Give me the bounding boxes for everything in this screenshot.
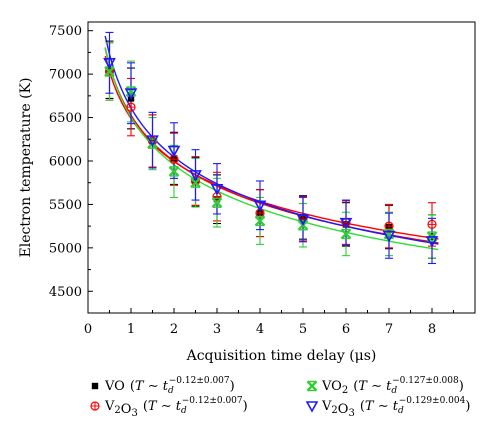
legend-marker	[91, 382, 99, 390]
error-bar	[105, 31, 114, 94]
legend-fit-formula: (T ∼ td−0.12±0.007)	[143, 396, 248, 416]
y-tick-label: 4500	[49, 285, 82, 300]
y-axis-label: Electron temperature (K)	[18, 78, 34, 258]
data-point-series-4	[189, 170, 202, 182]
plot-area	[103, 31, 439, 265]
legend-fit-formula: (T ∼ td−0.127±0.008)	[353, 376, 464, 396]
x-tick-label: 7	[385, 322, 393, 337]
y-tick-label: 5500	[49, 198, 82, 213]
data-point-series-3	[340, 228, 352, 240]
data-point-series-4	[124, 88, 138, 100]
legend-fit-formula: (T ∼ td−0.129±0.004)	[360, 396, 471, 416]
legend-label: V2O3	[104, 399, 138, 419]
x-axis-label: Acquisition time delay (μs)	[186, 348, 377, 364]
x-tick-label: 3	[213, 322, 221, 337]
data-point-series-2	[126, 102, 136, 112]
error-bar	[191, 149, 200, 201]
legend-marker	[305, 401, 319, 413]
legend-item-3: VO2 (T ∼ td−0.127±0.008)	[306, 376, 464, 396]
y-tick-label: 7000	[49, 68, 82, 83]
y-tick-label: 7500	[49, 24, 82, 39]
x-tick-label: 5	[299, 322, 307, 337]
data-point-series-3	[211, 197, 223, 209]
legend-label: V2O3	[321, 399, 355, 419]
fit-curve-3	[104, 47, 439, 251]
data-point-series-4	[339, 217, 353, 230]
error-bar	[170, 122, 178, 179]
y-tick-label: 5000	[49, 241, 82, 256]
data-point-series-4	[167, 145, 181, 158]
axes: 0 1 2 3 4 5 6 7 8 4500 5000 5500 6000 6500 7000 7500 Acq…	[18, 21, 476, 364]
legend-label: VO	[104, 379, 125, 394]
data-point-series-4	[253, 200, 267, 212]
x-tick-label: 0	[84, 322, 92, 337]
plot-frame	[87, 21, 476, 314]
legend-marker	[306, 380, 318, 392]
legend: VO (T ∼ td−0.12±0.007)V2O3 (T ∼ td−0.12±0.…	[90, 376, 471, 419]
fit-curve-2	[104, 55, 439, 240]
data-point-series-4	[296, 214, 310, 226]
x-tick-label: 6	[342, 322, 350, 337]
data-point-series-2	[427, 219, 437, 229]
x-tick-label: 1	[127, 322, 135, 337]
data-point-series-3	[190, 177, 201, 189]
legend-item-2: V2O3 (T ∼ td−0.12±0.007)	[90, 396, 248, 419]
data-point-series-4	[146, 135, 159, 147]
data-point-series-4	[210, 183, 224, 196]
x-tick-label: 8	[428, 322, 436, 337]
legend-item-4: V2O3 (T ∼ td−0.129±0.004)	[305, 396, 471, 419]
error-bar	[213, 163, 221, 215]
legend-item-1: VO (T ∼ td−0.12±0.007)	[91, 376, 235, 396]
legend-fit-formula: (T ∼ td−0.12±0.007)	[130, 376, 235, 396]
data-point-series-3	[254, 215, 266, 227]
data-point-series-4	[382, 230, 396, 243]
fit-curve-4	[104, 35, 439, 245]
legend-label: VO2	[321, 379, 348, 396]
x-tick-label: 4	[256, 322, 264, 337]
error-bar	[385, 212, 393, 259]
data-point-series-3	[168, 166, 180, 177]
legend-marker	[90, 401, 100, 411]
error-bar	[127, 62, 135, 125]
y-tick-label: 6000	[49, 154, 82, 169]
x-tick-label: 2	[170, 322, 178, 337]
data-point-series-4	[425, 236, 439, 248]
y-tick-label: 6500	[49, 111, 82, 126]
data-point-series-4	[103, 58, 116, 70]
